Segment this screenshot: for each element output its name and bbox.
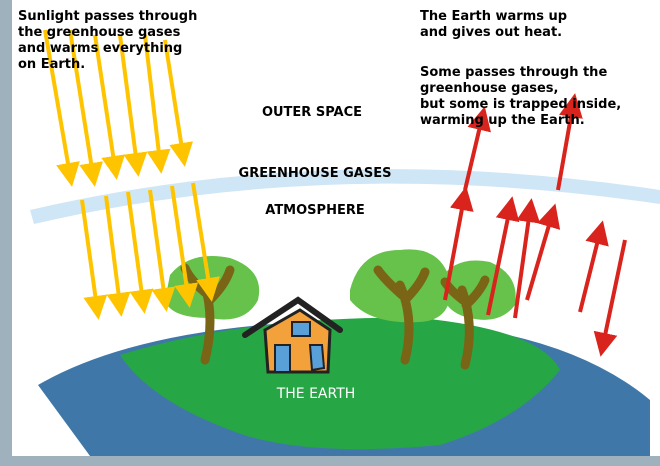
caption-line: and warms everything (18, 41, 182, 56)
caption-line: and gives out heat. (420, 25, 562, 40)
bottom-border (0, 456, 660, 466)
caption-line: Some passes through the (420, 65, 607, 80)
caption-line: the greenhouse gases (18, 25, 181, 40)
page: {"captions": { "sunlight": ["Sunlight pa… (0, 0, 660, 466)
label-atmosphere: ATMOSPHERE (265, 203, 364, 218)
label-outer-space: OUTER SPACE (262, 105, 362, 120)
left-border (0, 0, 12, 466)
label-earth: THE EARTH (276, 386, 356, 402)
caption-line: on Earth. (18, 57, 85, 72)
caption-line: The Earth warms up (420, 9, 567, 24)
caption-line: warming up the Earth. (420, 113, 585, 128)
diagram: Sunlight passes throughthe greenhouse ga… (0, 0, 660, 466)
caption-line: but some is trapped inside, (420, 97, 621, 112)
label-greenhouse-gases: GREENHOUSE GASES (239, 166, 392, 181)
caption-line: greenhouse gases, (420, 81, 558, 96)
caption-line: Sunlight passes through (18, 9, 197, 24)
